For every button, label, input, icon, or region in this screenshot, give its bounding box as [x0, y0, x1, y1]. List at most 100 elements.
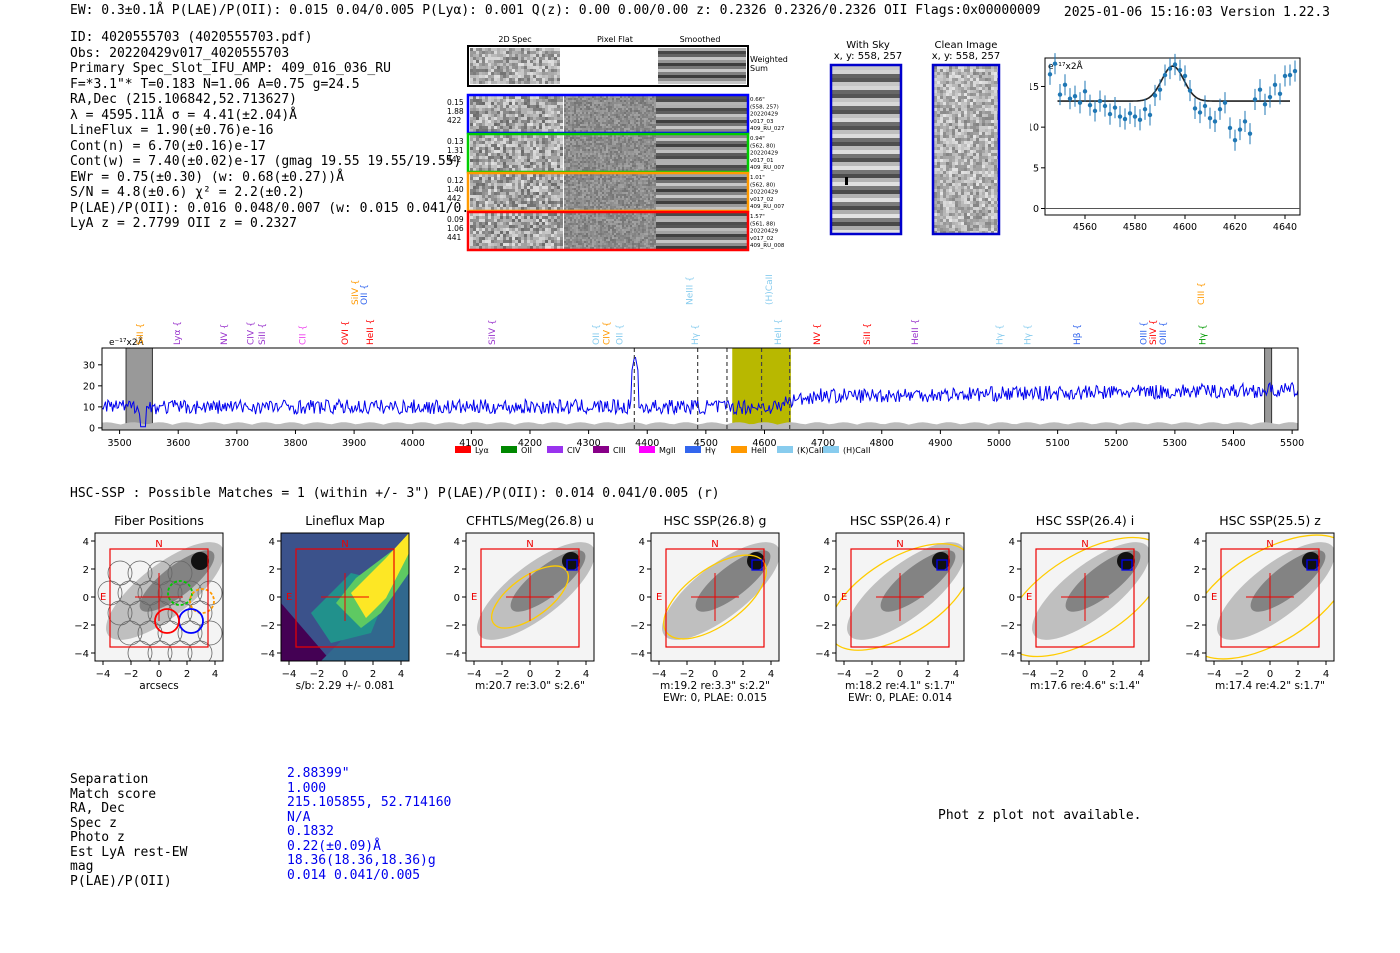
- fiber-info: 409_RU_027: [750, 126, 785, 132]
- pixel: [642, 100, 644, 102]
- pixel: [551, 183, 554, 186]
- pixel: [524, 147, 527, 150]
- pixel: [598, 163, 600, 165]
- pixel: [574, 102, 576, 104]
- pixel: [604, 118, 606, 120]
- pixel: [536, 54, 539, 57]
- pixel: [626, 126, 628, 128]
- pixel: [586, 128, 588, 130]
- pixel: [632, 196, 634, 198]
- pixel: [642, 122, 644, 124]
- pixel: [570, 135, 572, 137]
- pixel: [572, 161, 574, 163]
- pixel: [650, 186, 652, 188]
- pixel: [494, 108, 497, 111]
- pixel: [588, 145, 590, 147]
- pixel: [485, 234, 488, 237]
- pixel: [518, 114, 521, 117]
- pixel: [568, 126, 570, 128]
- pixel: [594, 161, 596, 163]
- pixel: [580, 122, 582, 124]
- pixel: [564, 217, 566, 219]
- pixel: [482, 129, 485, 132]
- pixel: [476, 237, 479, 240]
- band: [656, 117, 748, 120]
- pixel: [554, 60, 557, 63]
- pixel: [648, 163, 650, 165]
- pixel: [654, 219, 656, 221]
- pixel: [503, 165, 506, 168]
- pixel: [542, 66, 545, 69]
- pixel: [626, 124, 628, 126]
- pixel: [640, 100, 642, 102]
- pixel: [578, 206, 580, 208]
- pixel: [482, 153, 485, 156]
- pixel: [539, 105, 542, 108]
- pixel: [509, 150, 512, 153]
- pixel: [479, 54, 482, 57]
- pixel: [566, 231, 568, 233]
- pixel: [551, 204, 554, 207]
- pixel: [584, 192, 586, 194]
- pixel: [640, 200, 642, 202]
- pixel: [584, 190, 586, 192]
- pixel: [582, 120, 584, 122]
- pixel: [624, 100, 626, 102]
- pixel: [515, 126, 518, 129]
- pixel: [530, 153, 533, 156]
- pixel: [574, 124, 576, 126]
- pixel: [500, 156, 503, 159]
- pixel: [596, 182, 598, 184]
- pixel: [488, 48, 491, 51]
- pixel: [557, 162, 560, 165]
- band: [656, 162, 748, 165]
- pixel: [506, 228, 509, 231]
- pixel: [578, 186, 580, 188]
- pixel: [521, 117, 524, 120]
- pixel: [548, 165, 551, 168]
- pixel: [503, 138, 506, 141]
- pixel: [644, 169, 646, 171]
- pixel: [509, 159, 512, 162]
- pixel: [588, 198, 590, 200]
- pixel: [536, 216, 539, 219]
- pixel: [616, 126, 618, 128]
- pixel: [512, 99, 515, 102]
- pixel: [548, 60, 551, 63]
- pixel: [488, 141, 491, 144]
- pixel: [620, 184, 622, 186]
- pixel: [539, 147, 542, 150]
- pixel: [620, 215, 622, 217]
- pixel: [638, 145, 640, 147]
- pixel: [568, 169, 570, 171]
- pixel: [588, 116, 590, 118]
- pixel: [576, 106, 578, 108]
- pixel: [560, 219, 563, 222]
- pixel: [485, 165, 488, 168]
- pixel: [524, 219, 527, 222]
- pixel: [500, 228, 503, 231]
- pixel: [509, 231, 512, 234]
- pixel: [654, 151, 656, 153]
- pixel: [560, 177, 563, 180]
- pixel: [608, 208, 610, 210]
- pixel: [564, 221, 566, 223]
- pixel: [610, 159, 612, 161]
- pixel: [557, 246, 560, 249]
- pixel: [622, 106, 624, 108]
- pixel: [618, 163, 620, 165]
- pixel: [622, 188, 624, 190]
- pixel: [632, 219, 634, 221]
- pixel: [590, 116, 592, 118]
- pixel: [610, 190, 612, 192]
- pixel: [594, 149, 596, 151]
- pixel: [636, 108, 638, 110]
- pixel: [652, 215, 654, 217]
- pixel: [568, 194, 570, 196]
- pixel: [642, 110, 644, 112]
- pixel: [488, 66, 491, 69]
- pixel: [473, 54, 476, 57]
- pixel: [654, 98, 656, 100]
- pixel: [612, 233, 614, 235]
- pixel: [548, 225, 551, 228]
